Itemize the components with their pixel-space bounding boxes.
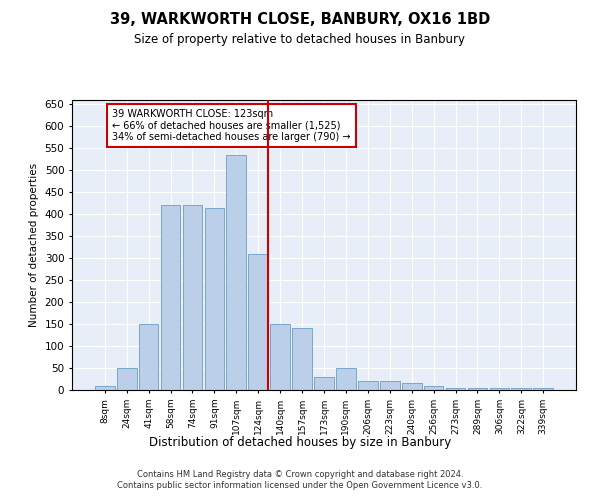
Bar xyxy=(467,388,487,390)
Bar xyxy=(117,368,137,390)
Text: Contains HM Land Registry data © Crown copyright and database right 2024.
Contai: Contains HM Land Registry data © Crown c… xyxy=(118,470,482,490)
Bar xyxy=(446,388,466,390)
Bar xyxy=(205,208,224,390)
Bar xyxy=(161,206,181,390)
Bar xyxy=(248,254,268,390)
Bar xyxy=(402,384,422,390)
Bar xyxy=(292,328,312,390)
Y-axis label: Number of detached properties: Number of detached properties xyxy=(29,163,39,327)
Text: 39, WARKWORTH CLOSE, BANBURY, OX16 1BD: 39, WARKWORTH CLOSE, BANBURY, OX16 1BD xyxy=(110,12,490,28)
Bar xyxy=(424,386,443,390)
Bar xyxy=(139,324,158,390)
Bar xyxy=(314,377,334,390)
Bar xyxy=(226,155,246,390)
Text: 39 WARKWORTH CLOSE: 123sqm
← 66% of detached houses are smaller (1,525)
34% of s: 39 WARKWORTH CLOSE: 123sqm ← 66% of deta… xyxy=(112,108,351,142)
Bar xyxy=(533,388,553,390)
Bar xyxy=(336,368,356,390)
Bar xyxy=(490,388,509,390)
Bar xyxy=(380,381,400,390)
Bar xyxy=(270,324,290,390)
Bar xyxy=(511,388,531,390)
Bar xyxy=(182,206,202,390)
Bar xyxy=(358,381,378,390)
Text: Distribution of detached houses by size in Banbury: Distribution of detached houses by size … xyxy=(149,436,451,449)
Text: Size of property relative to detached houses in Banbury: Size of property relative to detached ho… xyxy=(134,32,466,46)
Bar xyxy=(95,386,115,390)
